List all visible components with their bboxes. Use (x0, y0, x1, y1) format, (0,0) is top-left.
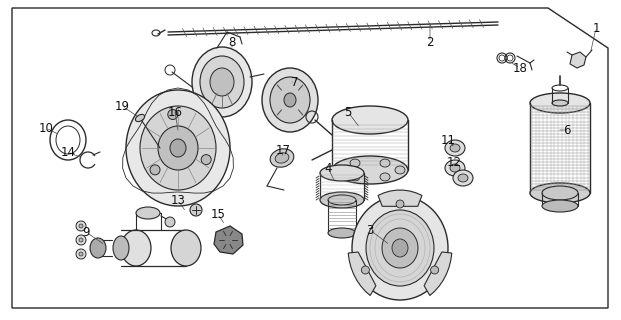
Ellipse shape (320, 192, 364, 208)
Ellipse shape (328, 195, 356, 205)
Ellipse shape (350, 159, 360, 167)
Text: 3: 3 (366, 223, 374, 236)
Polygon shape (214, 226, 243, 254)
Ellipse shape (275, 153, 289, 163)
Text: 5: 5 (344, 106, 351, 118)
Ellipse shape (445, 160, 465, 176)
Ellipse shape (542, 186, 578, 200)
Circle shape (76, 221, 86, 231)
Circle shape (76, 249, 86, 259)
Ellipse shape (135, 114, 145, 122)
Text: 9: 9 (82, 226, 90, 238)
Text: 19: 19 (114, 100, 130, 113)
Ellipse shape (335, 166, 345, 174)
Ellipse shape (200, 56, 244, 108)
Ellipse shape (158, 126, 198, 170)
Circle shape (76, 235, 86, 245)
Text: 11: 11 (440, 133, 455, 147)
Circle shape (79, 252, 83, 256)
Ellipse shape (542, 200, 578, 212)
Text: 12: 12 (446, 156, 461, 169)
Text: 15: 15 (211, 207, 225, 220)
Ellipse shape (136, 207, 160, 219)
Circle shape (201, 155, 211, 164)
Ellipse shape (392, 239, 408, 257)
Circle shape (190, 204, 202, 216)
Polygon shape (348, 252, 376, 295)
Ellipse shape (445, 140, 465, 156)
Ellipse shape (380, 173, 390, 181)
Ellipse shape (262, 68, 318, 132)
Text: 10: 10 (39, 122, 53, 134)
Ellipse shape (350, 173, 360, 181)
Ellipse shape (352, 196, 448, 300)
Ellipse shape (382, 228, 418, 268)
Ellipse shape (530, 93, 590, 113)
Circle shape (79, 238, 83, 242)
Ellipse shape (530, 183, 590, 203)
Ellipse shape (113, 236, 129, 260)
Ellipse shape (332, 156, 408, 184)
Circle shape (79, 224, 83, 228)
Ellipse shape (458, 174, 468, 182)
Ellipse shape (170, 139, 186, 157)
Ellipse shape (140, 106, 216, 190)
Polygon shape (424, 252, 452, 295)
Ellipse shape (328, 228, 356, 238)
Ellipse shape (210, 68, 234, 96)
Text: 2: 2 (426, 36, 433, 49)
Circle shape (430, 266, 438, 274)
Text: 6: 6 (563, 124, 571, 137)
Ellipse shape (552, 100, 568, 106)
Ellipse shape (395, 166, 405, 174)
Circle shape (396, 200, 404, 208)
Text: 4: 4 (324, 162, 332, 174)
Ellipse shape (171, 230, 201, 266)
Ellipse shape (126, 90, 230, 206)
Text: 16: 16 (168, 106, 183, 118)
Ellipse shape (270, 77, 310, 123)
Text: 18: 18 (512, 61, 527, 75)
Text: 8: 8 (229, 36, 236, 49)
Text: 14: 14 (60, 146, 76, 158)
Ellipse shape (453, 170, 473, 186)
Ellipse shape (270, 149, 294, 167)
Circle shape (361, 266, 369, 274)
Ellipse shape (332, 106, 408, 134)
Ellipse shape (192, 47, 252, 117)
Circle shape (150, 165, 160, 175)
Ellipse shape (320, 165, 364, 181)
Circle shape (165, 217, 175, 227)
Polygon shape (570, 52, 586, 68)
Ellipse shape (121, 230, 151, 266)
Ellipse shape (90, 238, 106, 258)
Text: 17: 17 (276, 143, 291, 156)
Ellipse shape (450, 164, 460, 172)
Text: 13: 13 (171, 194, 186, 206)
Ellipse shape (380, 159, 390, 167)
Ellipse shape (284, 93, 296, 107)
Circle shape (168, 109, 178, 119)
Ellipse shape (450, 144, 460, 152)
Ellipse shape (366, 210, 434, 286)
Text: 1: 1 (592, 21, 600, 35)
Text: 7: 7 (291, 76, 299, 89)
Polygon shape (378, 190, 422, 206)
